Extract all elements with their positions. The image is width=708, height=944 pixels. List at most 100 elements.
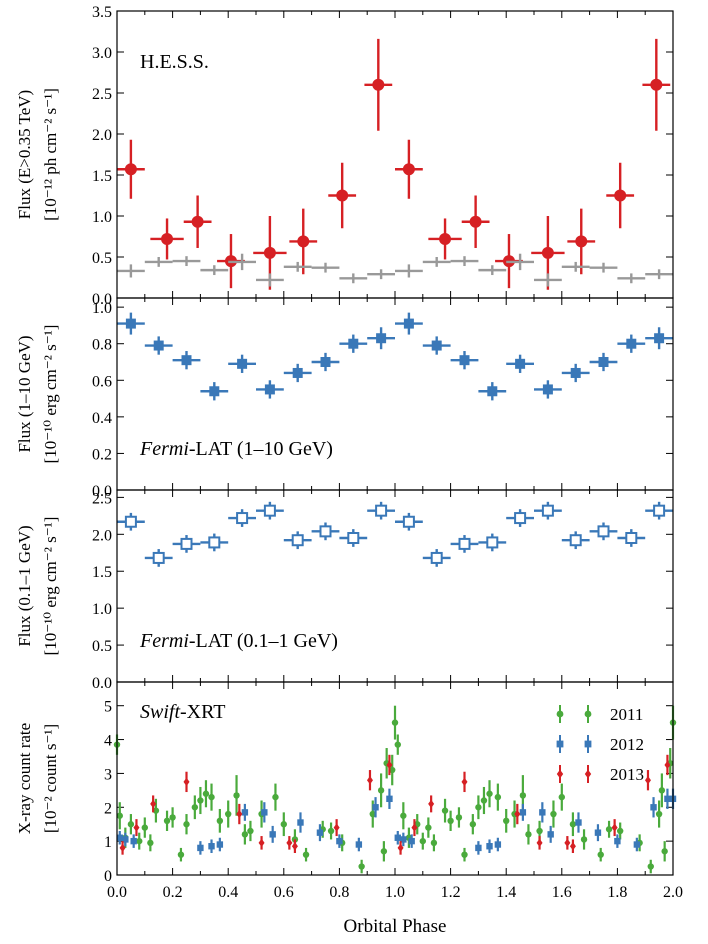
y-axis-label-line2: [10⁻¹² ph cm⁻² s⁻¹] — [41, 88, 60, 221]
x-tick-label: 0.2 — [163, 884, 183, 901]
data-point — [519, 809, 527, 816]
data-point — [569, 821, 577, 828]
data-point — [564, 838, 571, 848]
data-point — [380, 848, 388, 855]
panel-frame — [116, 681, 674, 876]
data-point — [347, 532, 360, 544]
legend: 2011 2012 2013 — [556, 705, 644, 784]
data-point — [397, 843, 404, 853]
data-point — [655, 810, 663, 818]
data-point — [163, 817, 171, 825]
data-point — [258, 838, 265, 848]
x-tick-label: 0.4 — [218, 884, 238, 901]
data-point — [216, 841, 224, 848]
y-axis-label-line1: Flux (E>0.35 TeV) — [15, 90, 34, 219]
y-tick-label: 0.2 — [92, 446, 112, 463]
y-tick-label: 0.0 — [92, 483, 112, 500]
data-point — [161, 232, 174, 245]
y-tick-label: 1 — [104, 834, 112, 851]
data-point — [431, 340, 442, 351]
data-point — [216, 817, 224, 825]
y-tick-label: 3.5 — [92, 4, 112, 21]
panel-hess: 0.0 0.5 1.0 1.5 2.0 2.5 3.0 3.5 Flux (E>0.35 TeV… — [15, 4, 674, 308]
data-point — [614, 837, 621, 845]
data-point — [455, 814, 463, 821]
y-tick-label: 1.0 — [92, 209, 112, 226]
data-point — [241, 809, 249, 816]
data-point — [469, 215, 482, 228]
data-point — [547, 831, 554, 838]
data-point — [425, 824, 432, 831]
data-point — [597, 525, 610, 538]
panel-fermi_high: 0.0 0.2 0.4 0.6 0.8 1.0 Flux (1–10 GeV) [10⁻¹⁰ … — [15, 297, 674, 500]
data-point — [658, 787, 666, 794]
data-point — [348, 338, 359, 349]
data-point — [152, 551, 165, 564]
data-point — [439, 232, 452, 245]
legend-label: 2011 — [610, 705, 643, 724]
data-point — [233, 792, 240, 799]
y-tick-label: 3 — [104, 766, 112, 783]
data-point — [541, 246, 554, 259]
panel-frame — [116, 297, 674, 491]
data-point — [644, 775, 651, 785]
data-point — [327, 827, 335, 835]
data-point — [263, 246, 276, 259]
data-point — [302, 851, 310, 858]
data-point — [486, 843, 493, 850]
y-axis-label-line1: Flux (1–10 GeV) — [15, 335, 34, 452]
data-point — [177, 851, 185, 858]
data-point — [124, 515, 137, 528]
data-point — [430, 839, 438, 847]
data-point — [116, 834, 123, 841]
data-point — [402, 515, 415, 528]
data-point — [514, 809, 521, 819]
data-point — [461, 777, 468, 787]
legend-entry-2013: 2013 — [556, 765, 644, 784]
y-tick-label: 4 — [104, 733, 112, 750]
data-point — [237, 358, 248, 369]
data-point — [122, 836, 129, 843]
x-tick-label: 1.2 — [441, 884, 461, 901]
panel-annotation: H.E.S.S. — [140, 51, 209, 73]
data-point — [316, 829, 324, 836]
data-point — [181, 355, 192, 366]
legend-entry-2012: 2012 — [556, 735, 644, 754]
data-point — [536, 827, 543, 835]
y-tick-label: 2.0 — [92, 127, 112, 144]
data-point — [297, 819, 304, 826]
y-tick-label: 3.0 — [92, 45, 112, 62]
data-point — [197, 844, 204, 852]
panel-fermi_low: 0.0 0.5 1.0 1.5 2.0 2.5 Flux (0.1–1 GeV) [10⁻¹⁰… — [15, 489, 674, 692]
data-point — [480, 797, 488, 804]
data-point — [430, 551, 443, 564]
data-point — [650, 804, 657, 811]
panel-annotation: Swift-XRT — [140, 701, 225, 723]
x-tick-label: 1.0 — [385, 884, 405, 901]
data-point — [372, 804, 379, 811]
data-point — [653, 504, 666, 517]
data-point — [183, 777, 190, 787]
data-point — [459, 355, 470, 366]
legend-entry-2011: 2011 — [556, 705, 643, 724]
data-point — [661, 848, 668, 855]
data-point — [292, 367, 303, 378]
data-point — [391, 719, 399, 726]
data-point — [570, 367, 581, 378]
data-point — [225, 810, 232, 818]
data-point — [147, 839, 154, 847]
data-point — [461, 851, 468, 858]
legend-marker — [556, 740, 564, 748]
data-point — [209, 386, 220, 397]
data-point — [291, 534, 304, 547]
data-point — [336, 189, 349, 202]
data-point — [261, 809, 268, 816]
data-point — [647, 863, 654, 870]
data-point — [419, 837, 426, 845]
data-point — [441, 807, 449, 814]
y-tick-label: 5 — [104, 699, 112, 716]
data-point — [447, 817, 454, 825]
data-point — [297, 235, 310, 248]
y-tick-label: 0.8 — [92, 337, 112, 354]
